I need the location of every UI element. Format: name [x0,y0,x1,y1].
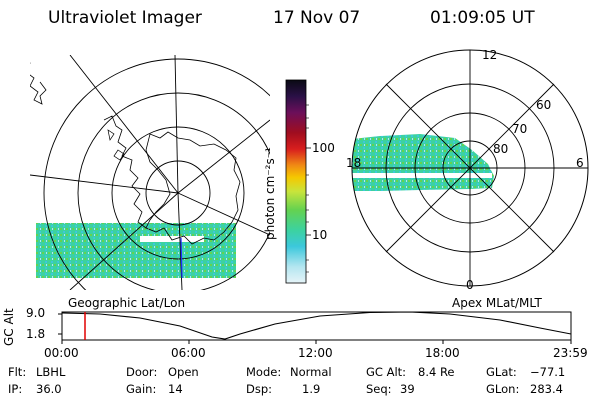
mlat-label-70: 70 [512,122,528,136]
magnetic-polar-plot [351,49,589,287]
ip-value: 36.0 [36,382,62,396]
flt-value: LBHL [36,365,66,379]
left-map-caption: Geographic Lat/Lon [68,296,186,310]
satellite-footprint-line [180,237,183,279]
seq-label: Seq: [366,382,392,396]
alt-xtick-2359: 23:59 [553,346,588,360]
mlt-label-0: 0 [466,278,474,292]
right-map-caption: Apex MLat/MLT [452,296,542,310]
coastline-antarctica [145,131,241,245]
mode-value: Normal [290,365,332,379]
colorbar-tick-100: 100 [312,141,335,155]
alt-ytick-low: 1.8 [26,327,46,341]
auroral-oval-right [352,134,494,191]
date-label: 17 Nov 07 [273,8,361,28]
altitude-plot [58,311,572,344]
alt-axis-label: GC Alt [2,308,16,346]
mlt-label-12: 12 [482,48,498,62]
ip-label: IP: [8,382,23,396]
dsp-label: Dsp: [246,382,273,396]
glon-value: 283.4 [530,382,563,396]
coastline-antarctic-peninsula [103,115,147,229]
gcalt-label: GC Alt: [366,365,407,379]
glat-value: −77.1 [530,365,566,379]
mlat-label-80: 80 [493,142,509,156]
dsp-value: 1.9 [302,382,321,396]
colorbar [285,79,311,284]
data-gap-right [352,173,492,178]
flt-label: Flt: [8,365,27,379]
colorbar-tick-10: 10 [312,228,328,242]
mlt-label-18: 18 [346,156,362,170]
geographic-map [30,55,270,290]
glon-label: GLon: [486,382,520,396]
door-label: Door: [126,365,158,379]
seq-value: 39 [400,382,415,396]
colorbar-unit-label: photon cm⁻²s⁻¹ [263,147,277,240]
gain-value: 14 [168,382,183,396]
alt-xtick-1200: 12:00 [298,346,333,360]
mode-label: Mode: [246,365,282,379]
coastline-south-america [30,62,47,105]
time-label: 01:09:05 UT [430,8,535,28]
alt-xtick-1800: 18:00 [425,346,460,360]
alt-ytick-high: 9.0 [26,306,46,320]
mlt-label-6: 6 [576,156,584,170]
auroral-band-left [36,223,236,278]
door-value: Open [168,365,199,379]
alt-xtick-0000: 00:00 [44,346,79,360]
gcalt-value: 8.4 Re [418,365,455,379]
gain-label: Gain: [126,382,157,396]
data-gap-left [140,236,204,242]
altitude-curve [61,311,572,340]
glat-label: GLat: [486,365,517,379]
instrument-title: Ultraviolet Imager [48,8,202,28]
alt-xtick-0600: 06:00 [171,346,206,360]
mlat-label-60: 60 [536,98,552,112]
